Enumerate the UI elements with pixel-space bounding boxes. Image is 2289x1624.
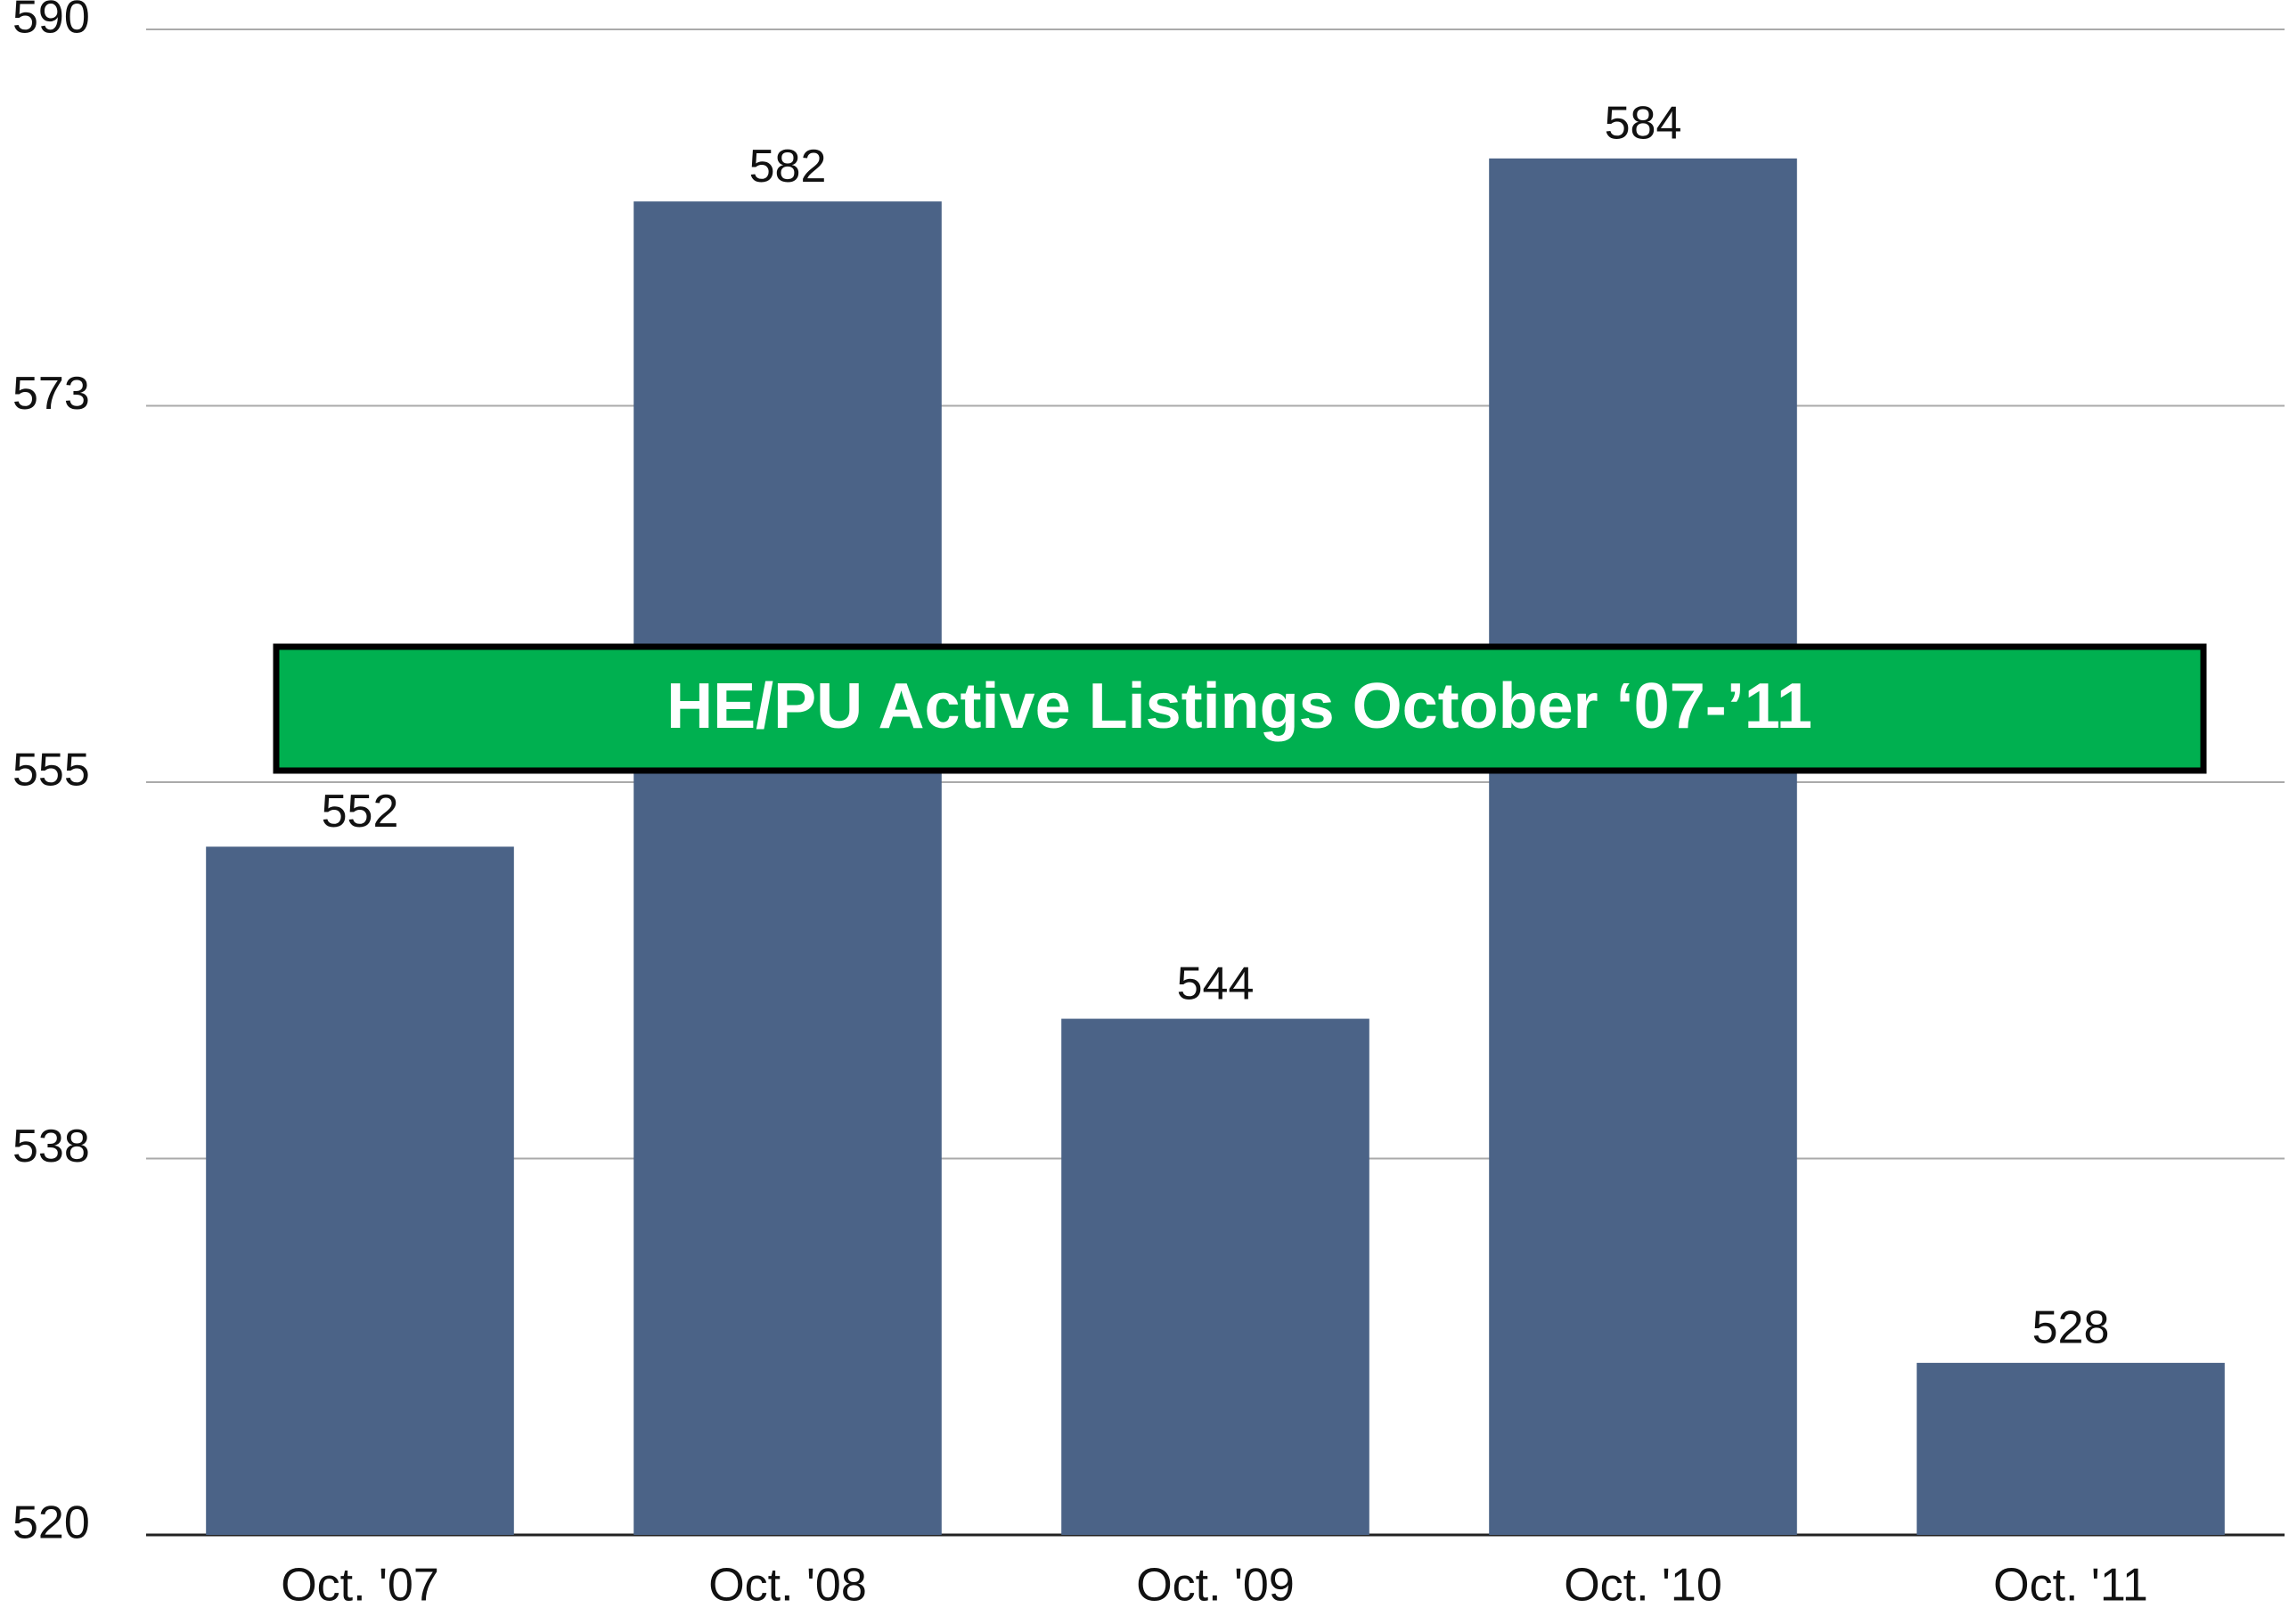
bar: [1917, 1362, 2225, 1535]
plot-area: 520 538 555 573 590 Oct. '07 552 Oct. '08 582 Oct…: [12, 0, 2285, 1612]
y-tick-label: 590: [12, 0, 90, 44]
y-tick-label: 573: [12, 368, 90, 420]
value-label: 528: [2032, 1302, 2110, 1354]
y-tick-label: 538: [12, 1121, 90, 1172]
bar: [634, 201, 942, 1536]
value-label: 544: [1177, 958, 1255, 1009]
x-tick-label: Oct. '08: [708, 1560, 867, 1612]
value-label: 582: [749, 141, 827, 192]
title-box: [273, 643, 2207, 774]
x-tick-label: Oct. '07: [281, 1560, 439, 1612]
x-tick-label: Oct. '11: [1993, 1560, 2148, 1612]
x-tick-label: Oct. '09: [1136, 1560, 1295, 1612]
value-label: 584: [1605, 98, 1682, 150]
y-tick-label: 520: [12, 1498, 90, 1549]
value-label: 552: [322, 786, 399, 837]
x-tick-label: Oct. '10: [1564, 1560, 1722, 1612]
bar: [1061, 1018, 1369, 1535]
y-tick-label: 555: [12, 745, 90, 796]
bar: [206, 846, 514, 1535]
bar: [1489, 158, 1797, 1535]
chart-title: HE/PU Active Listings October ‘07-’11: [666, 671, 1812, 742]
